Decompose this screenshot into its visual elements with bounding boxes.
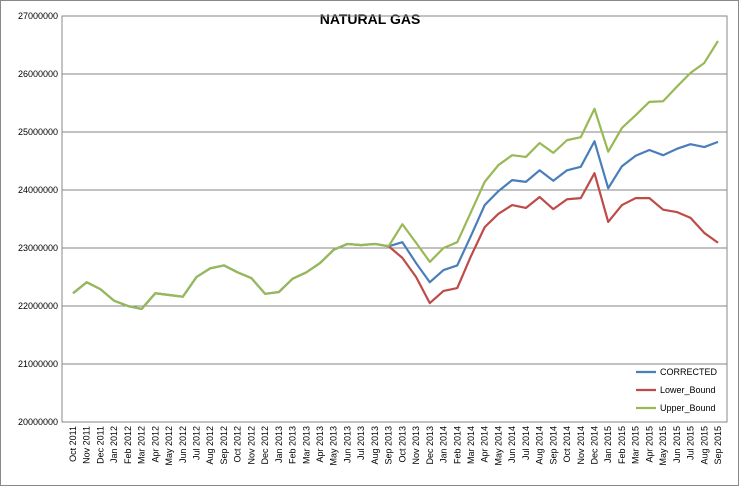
x-tick-label: Dec 2014 (589, 426, 599, 465)
x-tick-label: Aug 2012 (205, 426, 215, 465)
x-tick-label: Mar 2013 (301, 426, 311, 464)
x-tick-label: Dec 2011 (95, 426, 105, 464)
x-tick-label: Oct 2011 (68, 426, 78, 462)
x-tick-label: Jan 2012 (109, 426, 119, 463)
x-tick-label: Oct 2014 (562, 426, 572, 463)
legend-label: CORRECTED (660, 367, 718, 377)
x-tick-label: Feb 2015 (617, 426, 627, 464)
x-tick-label: Sep 2014 (548, 426, 558, 465)
x-tick-label: Mar 2012 (137, 426, 147, 464)
x-tick-label: Aug 2013 (370, 426, 380, 465)
x-tick-label: Feb 2014 (452, 426, 462, 464)
x-tick-label: Jun 2013 (342, 426, 352, 463)
x-tick-label: Jul 2014 (521, 426, 531, 460)
x-tick-label: Mar 2014 (466, 426, 476, 464)
x-tick-label: Mar 2015 (631, 426, 641, 464)
legend-label: Upper_Bound (660, 403, 716, 413)
y-tick-label: 24000000 (18, 185, 58, 195)
chart-title: NATURAL GAS (320, 11, 421, 27)
x-tick-label: Jan 2014 (439, 426, 449, 463)
y-tick-label: 27000000 (18, 11, 58, 21)
x-tick-label: Jan 2015 (603, 426, 613, 463)
x-tick-label: Nov 2012 (246, 426, 256, 465)
x-tick-label: May 2014 (493, 426, 503, 466)
legend-label: Lower_Bound (660, 385, 716, 395)
x-tick-label: May 2013 (329, 426, 339, 466)
x-tick-label: Apr 2014 (480, 426, 490, 463)
x-tick-label: Nov 2011 (82, 426, 92, 464)
x-tick-label: Jun 2014 (507, 426, 517, 463)
x-tick-label: Feb 2012 (123, 426, 133, 464)
series-line (72, 40, 719, 310)
y-tick-label: 25000000 (18, 127, 58, 137)
x-tick-label: Sep 2013 (384, 426, 394, 465)
x-tick-label: Sep 2012 (219, 426, 229, 465)
x-tick-label: Apr 2013 (315, 426, 325, 463)
x-tick-label: Apr 2012 (150, 426, 160, 463)
x-tick-label: Jul 2012 (192, 426, 202, 460)
y-tick-label: 20000000 (18, 417, 58, 427)
x-tick-label: Aug 2014 (535, 426, 545, 465)
y-tick-label: 21000000 (18, 359, 58, 369)
x-tick-label: Jul 2015 (686, 426, 696, 460)
x-tick-label: May 2015 (658, 426, 668, 466)
y-tick-label: 22000000 (18, 301, 58, 311)
x-tick-label: May 2012 (164, 426, 174, 466)
x-tick-label: Dec 2013 (425, 426, 435, 465)
x-tick-label: Oct 2013 (397, 426, 407, 463)
x-tick-label: Feb 2013 (288, 426, 298, 464)
y-tick-label: 26000000 (18, 69, 58, 79)
y-tick-label: 23000000 (18, 243, 58, 253)
x-tick-label: Aug 2015 (699, 426, 709, 465)
x-tick-label: Jun 2015 (672, 426, 682, 463)
x-tick-label: Jul 2013 (356, 426, 366, 460)
x-tick-label: Nov 2014 (576, 426, 586, 465)
x-tick-label: Sep 2015 (713, 426, 723, 465)
x-tick-label: Oct 2012 (233, 426, 243, 463)
x-tick-label: Jan 2013 (274, 426, 284, 463)
x-tick-label: Apr 2015 (644, 426, 654, 463)
x-tick-label: Dec 2012 (260, 426, 270, 465)
series-line (387, 172, 719, 305)
x-tick-label: Jun 2012 (178, 426, 188, 463)
x-tick-label: Nov 2013 (411, 426, 421, 465)
